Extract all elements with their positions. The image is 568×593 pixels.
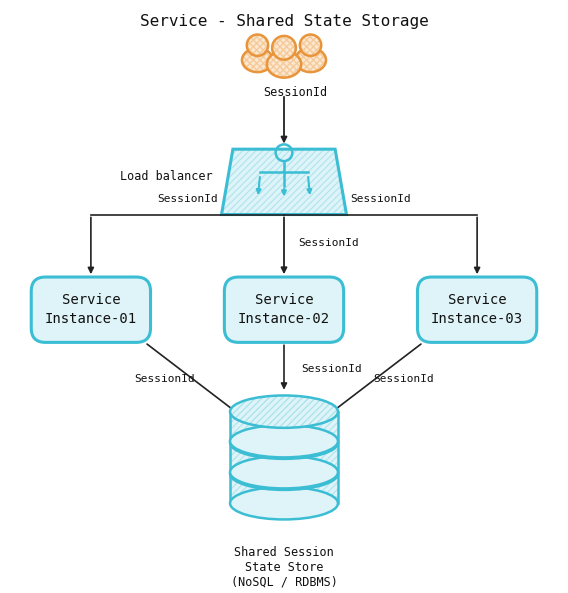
Text: SessionId: SessionId xyxy=(373,374,434,384)
Text: SessionId: SessionId xyxy=(301,364,362,374)
FancyBboxPatch shape xyxy=(31,277,151,342)
Ellipse shape xyxy=(230,458,338,490)
Ellipse shape xyxy=(230,396,338,428)
FancyBboxPatch shape xyxy=(230,474,338,503)
Text: SessionId: SessionId xyxy=(298,238,359,248)
Text: Service - Shared State Storage: Service - Shared State Storage xyxy=(140,14,428,29)
FancyBboxPatch shape xyxy=(224,277,344,342)
Ellipse shape xyxy=(295,48,326,72)
Ellipse shape xyxy=(230,456,338,489)
Circle shape xyxy=(272,36,296,60)
Circle shape xyxy=(300,34,321,56)
FancyBboxPatch shape xyxy=(417,277,537,342)
Text: Load balancer: Load balancer xyxy=(120,170,213,183)
Ellipse shape xyxy=(230,487,338,519)
FancyBboxPatch shape xyxy=(230,412,338,441)
Text: SessionId: SessionId xyxy=(264,86,327,99)
Ellipse shape xyxy=(267,51,301,78)
Circle shape xyxy=(247,34,268,56)
Polygon shape xyxy=(222,149,346,215)
Ellipse shape xyxy=(242,48,273,72)
Text: Service
Instance-03: Service Instance-03 xyxy=(431,293,523,327)
Ellipse shape xyxy=(230,426,338,459)
Text: Service
Instance-02: Service Instance-02 xyxy=(238,293,330,327)
FancyBboxPatch shape xyxy=(230,443,338,472)
Ellipse shape xyxy=(230,425,338,457)
Text: SessionId: SessionId xyxy=(350,195,411,205)
Text: Shared Session
State Store
(NoSQL / RDBMS): Shared Session State Store (NoSQL / RDBM… xyxy=(231,546,337,588)
Text: SessionId: SessionId xyxy=(157,195,218,205)
Text: SessionId: SessionId xyxy=(134,374,195,384)
Text: Service
Instance-01: Service Instance-01 xyxy=(45,293,137,327)
